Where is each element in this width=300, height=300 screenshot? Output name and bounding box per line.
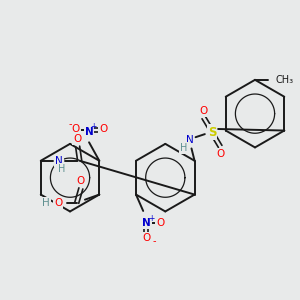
Text: N: N xyxy=(142,218,151,228)
Text: H: H xyxy=(58,164,65,174)
Text: N: N xyxy=(85,127,93,137)
Text: -: - xyxy=(153,236,156,246)
Text: O: O xyxy=(142,232,150,243)
Text: O: O xyxy=(74,134,82,144)
Text: H: H xyxy=(42,198,50,208)
Text: O: O xyxy=(99,124,107,134)
Text: O: O xyxy=(54,198,62,208)
Text: N: N xyxy=(186,135,193,145)
Text: N: N xyxy=(55,156,63,166)
Text: O: O xyxy=(77,176,85,186)
Text: CH₃: CH₃ xyxy=(275,75,294,85)
Text: +: + xyxy=(90,122,96,131)
Text: O: O xyxy=(157,218,165,228)
Text: S: S xyxy=(208,126,216,139)
Text: O: O xyxy=(200,106,208,116)
Text: O: O xyxy=(216,148,224,159)
Text: +: + xyxy=(148,214,154,223)
Text: H: H xyxy=(180,143,187,154)
Text: O: O xyxy=(72,124,80,134)
Text: -: - xyxy=(69,119,72,129)
